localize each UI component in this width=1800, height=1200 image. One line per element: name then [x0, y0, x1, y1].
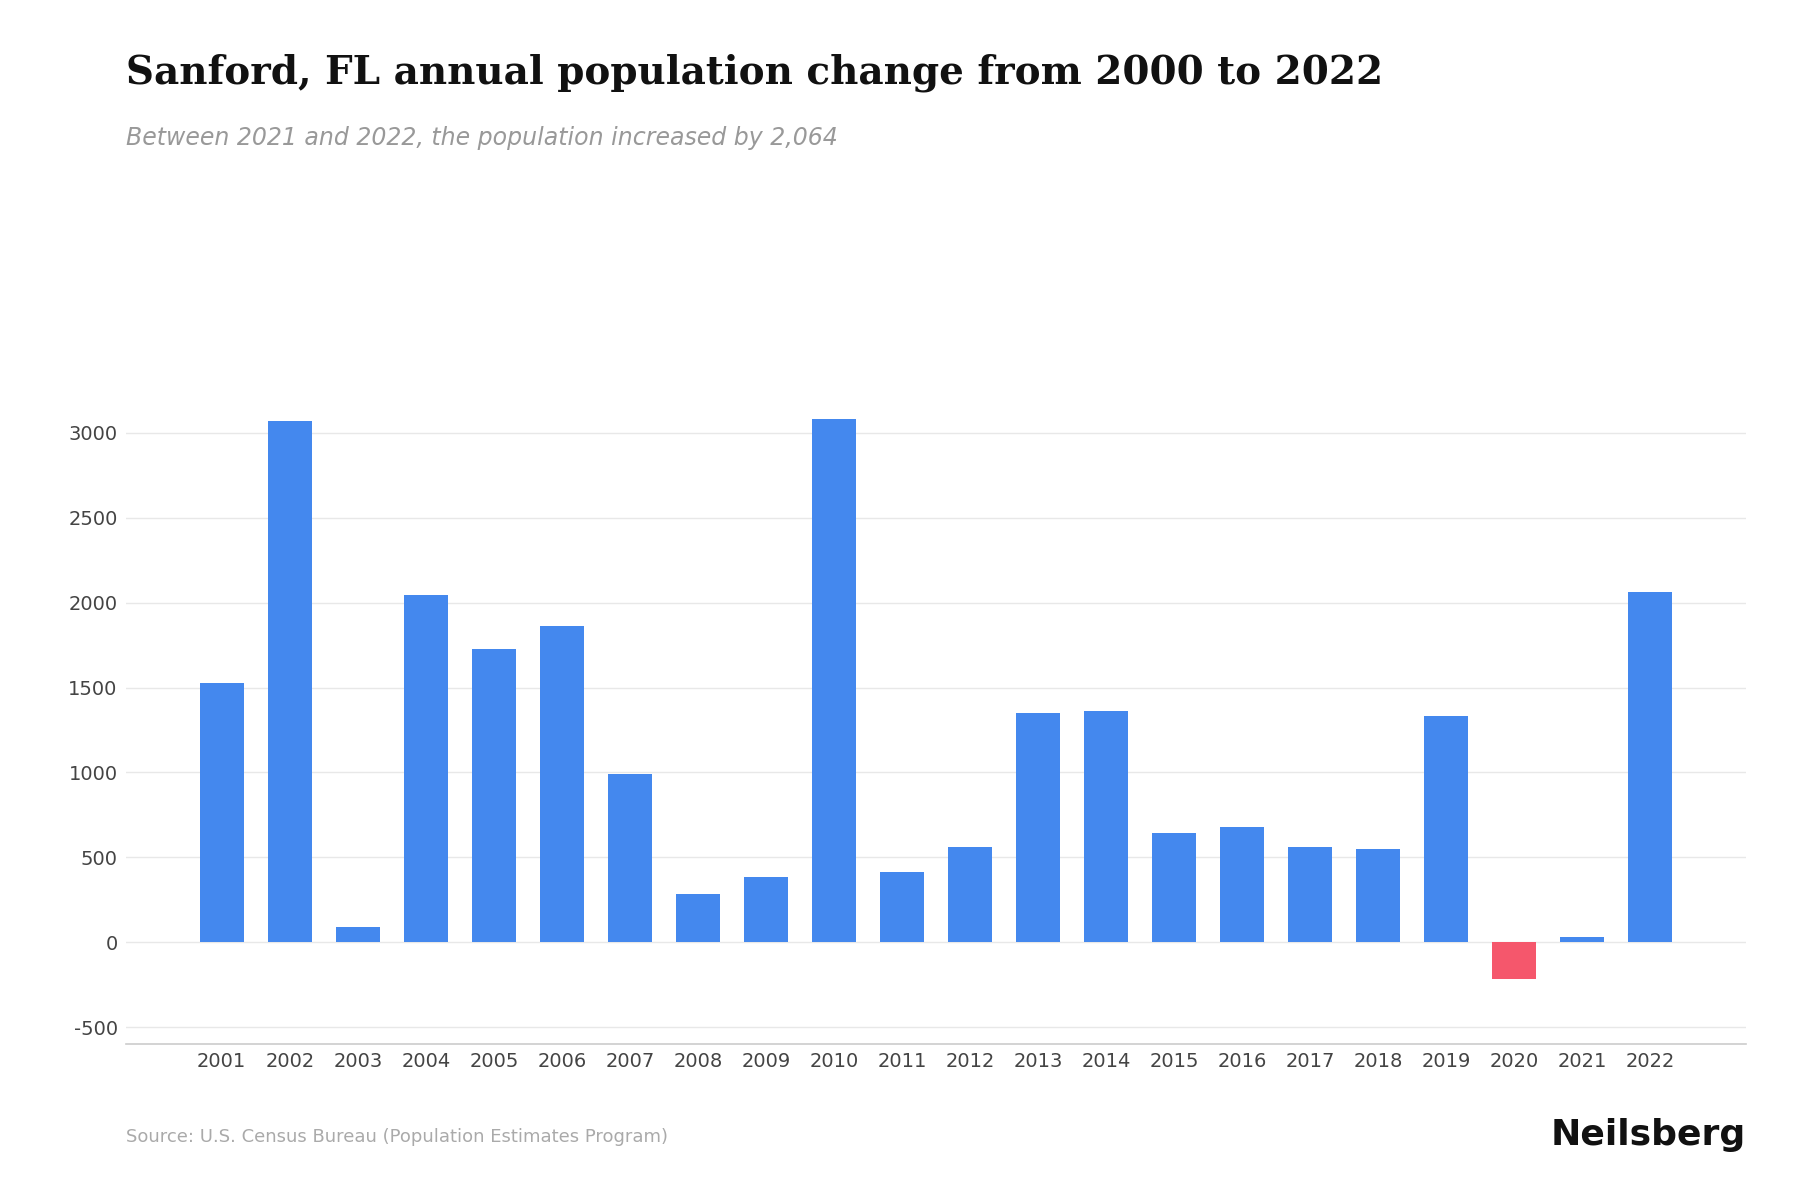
Bar — [472, 649, 517, 942]
Bar — [812, 419, 857, 942]
Bar — [1152, 833, 1197, 942]
Bar — [1355, 850, 1400, 942]
Bar — [1629, 592, 1672, 942]
Bar — [1015, 713, 1060, 942]
Bar — [949, 847, 992, 942]
Text: Sanford, FL annual population change from 2000 to 2022: Sanford, FL annual population change fro… — [126, 54, 1382, 92]
Bar — [880, 871, 923, 942]
Bar — [1492, 942, 1537, 979]
Text: Between 2021 and 2022, the population increased by 2,064: Between 2021 and 2022, the population in… — [126, 126, 837, 150]
Text: Source: U.S. Census Bureau (Population Estimates Program): Source: U.S. Census Bureau (Population E… — [126, 1128, 668, 1146]
Bar — [1561, 937, 1604, 942]
Bar — [403, 595, 448, 942]
Bar — [268, 421, 311, 942]
Bar — [675, 894, 720, 942]
Bar — [1084, 710, 1129, 942]
Bar — [608, 774, 652, 942]
Bar — [1289, 847, 1332, 942]
Bar — [1424, 716, 1469, 942]
Bar — [1220, 827, 1264, 942]
Bar — [540, 626, 583, 942]
Text: Neilsberg: Neilsberg — [1552, 1118, 1746, 1152]
Bar — [743, 877, 788, 942]
Bar — [335, 928, 380, 942]
Bar — [200, 684, 243, 942]
